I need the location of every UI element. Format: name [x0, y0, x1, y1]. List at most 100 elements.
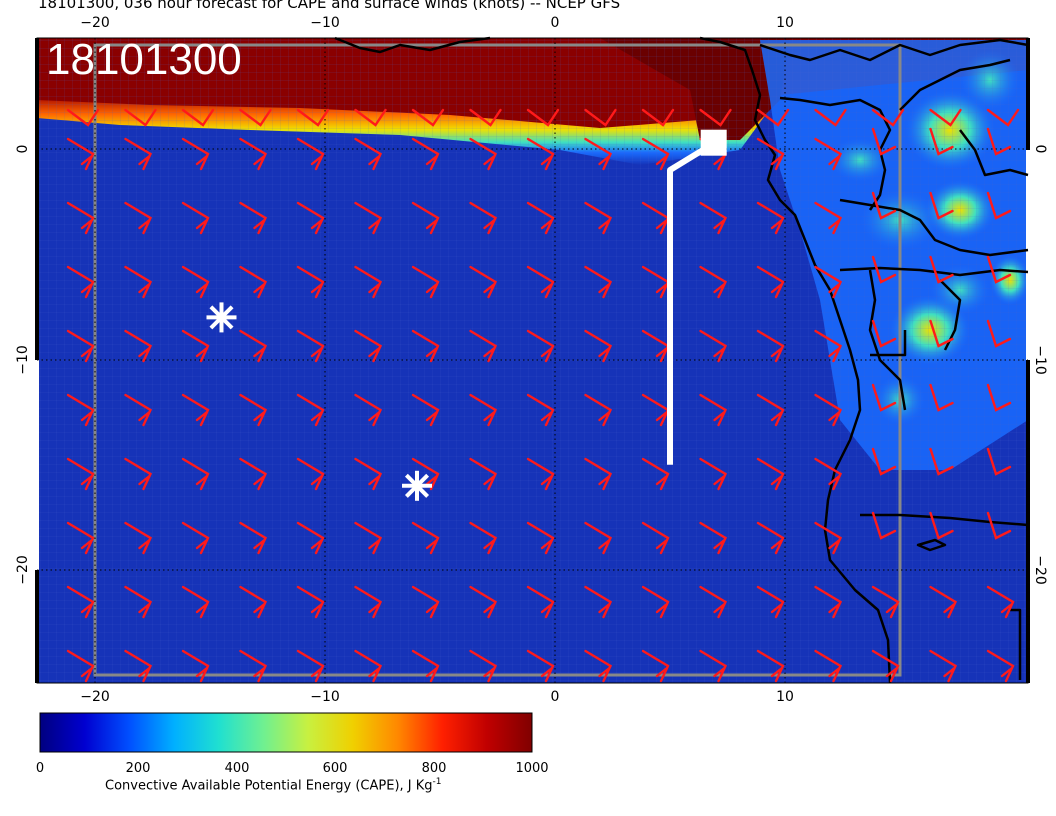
colorbar: 0 200 400 600 800 1000 [36, 712, 549, 776]
lon-tick-bottom: 0 [551, 689, 560, 705]
wind-barb [411, 521, 440, 555]
wind-barb [469, 265, 498, 299]
wind-barb [296, 329, 325, 363]
wind-barb [929, 447, 954, 476]
wind-barb [354, 108, 387, 127]
colorbar-label: 0 [36, 761, 44, 776]
wind-barb [871, 255, 897, 284]
wind-barb [411, 201, 440, 235]
wind-barb [296, 457, 325, 491]
colorbar-label: 1000 [515, 761, 548, 776]
wind-barb [641, 649, 670, 683]
wind-barb [124, 137, 153, 171]
wind-barb [986, 447, 1012, 476]
wind-barb [66, 521, 95, 555]
wind-barb [814, 457, 843, 491]
wind-barb [239, 265, 268, 299]
wind-barb [469, 201, 498, 235]
wind-barb [526, 108, 560, 127]
wind-barb [181, 108, 215, 127]
wind-barb [411, 457, 440, 491]
wind-barb [411, 585, 440, 619]
wind-barb [181, 329, 210, 363]
wind-barb [181, 457, 210, 491]
wind-barb [354, 457, 383, 491]
lon-tick-bottom: 10 [776, 689, 794, 705]
wind-barb [814, 201, 843, 235]
wind-barb [986, 383, 1012, 412]
wind-barb [986, 585, 1015, 619]
wind-barb [469, 649, 498, 683]
wind-barb [296, 108, 330, 127]
wind-barb [814, 137, 843, 171]
wind-barb [526, 137, 555, 171]
wind-barb [124, 585, 153, 619]
wind-barb [124, 108, 157, 127]
wind-barb [411, 649, 440, 683]
wind-barb [986, 511, 1012, 540]
wind-barb [526, 521, 555, 555]
wind-barb [469, 329, 498, 363]
wind-barb [584, 393, 613, 427]
wind-barb [469, 521, 498, 555]
wind-barb [756, 521, 785, 555]
wind-barb [986, 127, 1012, 156]
star-markers [206, 302, 432, 501]
wind-barb [526, 393, 555, 427]
wind-barb [354, 521, 383, 555]
wind-barb [66, 393, 95, 427]
wind-barb [181, 585, 210, 619]
wind-barb [699, 585, 728, 619]
star-marker [206, 302, 237, 333]
wind-barb [124, 329, 153, 363]
wind-barb [526, 265, 555, 299]
wind-barb [124, 521, 153, 555]
colorbar-title-sup: -1 [432, 777, 442, 787]
wind-barb [526, 585, 555, 619]
wind-barb [641, 137, 670, 171]
wind-barb [66, 457, 95, 491]
wind-barb [411, 265, 440, 299]
wind-barb [469, 457, 498, 491]
lon-tick-top: −20 [80, 15, 110, 31]
wind-barb [181, 521, 210, 555]
colorbar-label: 400 [225, 761, 250, 776]
wind-barb [181, 393, 210, 427]
wind-barb [814, 265, 843, 299]
wind-barb [124, 201, 153, 235]
track-overlay [667, 129, 727, 465]
wind-barb [641, 585, 670, 619]
lat-tick-right: 0 [1032, 145, 1048, 154]
wind-barb [469, 108, 502, 127]
wind-barb [584, 201, 613, 235]
wind-barb [929, 319, 954, 348]
lat-tick-right: −10 [1032, 345, 1048, 375]
wind-barb [871, 108, 905, 127]
wind-barb [354, 137, 383, 171]
wind-barb [814, 649, 843, 683]
wind-barb [66, 649, 95, 683]
wind-barb [354, 393, 383, 427]
wind-barb [699, 265, 728, 299]
wind-barbs [66, 108, 1020, 683]
wind-barb [756, 137, 785, 171]
colorbar-label: 800 [422, 761, 447, 776]
wind-barb [181, 649, 210, 683]
axis-ticks: −20 −10 0 10 −20 −10 0 10 0 −10 −20 0 −1… [15, 15, 1048, 705]
wind-barb [469, 137, 498, 171]
wind-barb [526, 329, 555, 363]
wind-barb [354, 585, 383, 619]
wind-barb [699, 457, 728, 491]
wind-barb [756, 649, 785, 683]
wind-barb [584, 457, 613, 491]
wind-barb [584, 329, 613, 363]
wind-barb [929, 511, 954, 540]
wind-barb [929, 585, 958, 619]
wind-barb [986, 255, 1012, 284]
wind-barb [66, 108, 100, 127]
wind-barb [584, 521, 613, 555]
wind-barb [699, 329, 728, 363]
wind-barb [584, 108, 617, 127]
wind-barb [986, 649, 1015, 683]
lat-tick-right: −20 [1032, 555, 1048, 585]
